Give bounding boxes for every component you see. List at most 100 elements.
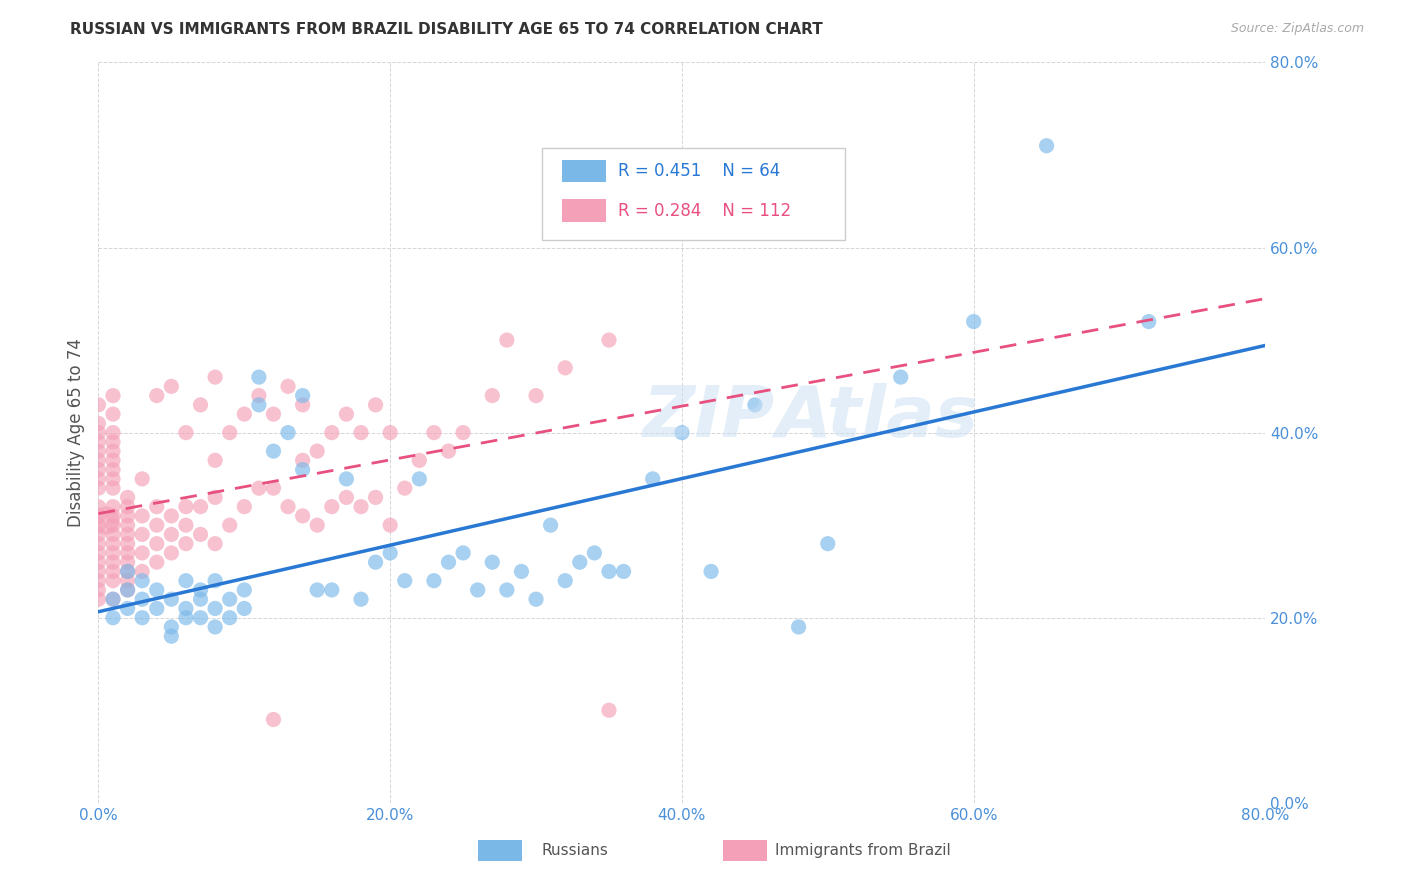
Point xyxy=(87,582,110,597)
Point xyxy=(247,481,270,495)
Point xyxy=(131,546,153,560)
Point xyxy=(160,379,183,393)
Point xyxy=(146,582,169,597)
Text: Atlas: Atlas xyxy=(775,384,979,452)
Point xyxy=(87,574,110,588)
Point xyxy=(131,610,153,624)
Point xyxy=(335,407,357,421)
Point xyxy=(277,379,299,393)
Point xyxy=(160,546,183,560)
Point xyxy=(307,582,329,597)
Point xyxy=(262,713,284,727)
Point xyxy=(131,472,153,486)
Point xyxy=(321,425,343,440)
Point xyxy=(101,434,124,449)
Point xyxy=(146,518,169,533)
Point xyxy=(350,500,373,514)
Point xyxy=(190,592,212,607)
Point xyxy=(87,462,110,476)
Point xyxy=(87,472,110,486)
Point xyxy=(700,565,723,579)
Point xyxy=(467,582,489,597)
Point xyxy=(451,425,474,440)
Point xyxy=(117,565,139,579)
Point xyxy=(540,518,562,533)
Point xyxy=(247,370,270,384)
Point xyxy=(131,527,153,541)
Point xyxy=(890,370,912,384)
Point xyxy=(321,582,343,597)
Point xyxy=(101,407,124,421)
Point xyxy=(101,610,124,624)
Point xyxy=(117,582,139,597)
Point xyxy=(174,500,197,514)
Point xyxy=(233,407,256,421)
Point xyxy=(641,472,664,486)
Point xyxy=(174,601,197,615)
Point xyxy=(101,444,124,458)
Point xyxy=(817,536,839,550)
Point xyxy=(160,527,183,541)
Text: R = 0.451    N = 64: R = 0.451 N = 64 xyxy=(617,162,780,180)
Point xyxy=(87,481,110,495)
Point xyxy=(321,500,343,514)
Point xyxy=(218,425,240,440)
Point xyxy=(101,592,124,607)
Point xyxy=(174,610,197,624)
Point xyxy=(335,491,357,505)
Point xyxy=(101,472,124,486)
Point xyxy=(291,508,314,523)
Point xyxy=(233,601,256,615)
Point xyxy=(117,518,139,533)
Point xyxy=(671,425,693,440)
Point xyxy=(364,398,387,412)
Point xyxy=(174,518,197,533)
Point xyxy=(101,508,124,523)
Point xyxy=(277,500,299,514)
Point xyxy=(101,500,124,514)
Point xyxy=(204,601,226,615)
Point xyxy=(87,434,110,449)
Point xyxy=(218,610,240,624)
Point xyxy=(233,500,256,514)
Point xyxy=(146,500,169,514)
Point xyxy=(87,565,110,579)
Point xyxy=(598,703,620,717)
Point xyxy=(583,546,606,560)
Point xyxy=(87,398,110,412)
Point xyxy=(146,388,169,402)
Point xyxy=(380,546,402,560)
Point xyxy=(146,555,169,569)
Point xyxy=(423,425,446,440)
Point xyxy=(131,565,153,579)
Point xyxy=(101,425,124,440)
Point xyxy=(481,555,503,569)
Point xyxy=(262,444,284,458)
Point xyxy=(117,555,139,569)
Point xyxy=(101,536,124,550)
Point xyxy=(291,388,314,402)
Point xyxy=(262,481,284,495)
Point xyxy=(117,565,139,579)
Point xyxy=(481,388,503,402)
Point xyxy=(190,500,212,514)
Point xyxy=(117,574,139,588)
Point xyxy=(117,508,139,523)
Point xyxy=(87,425,110,440)
Point xyxy=(101,565,124,579)
Bar xyxy=(723,840,768,861)
Point xyxy=(190,398,212,412)
Point xyxy=(87,592,110,607)
Point xyxy=(101,388,124,402)
Point xyxy=(307,444,329,458)
Point xyxy=(204,574,226,588)
Point xyxy=(94,514,117,528)
Text: R = 0.284    N = 112: R = 0.284 N = 112 xyxy=(617,202,790,219)
Point xyxy=(364,491,387,505)
Point xyxy=(190,610,212,624)
Point xyxy=(408,472,430,486)
Point xyxy=(131,574,153,588)
Point xyxy=(394,481,416,495)
Point xyxy=(962,314,984,328)
Point xyxy=(131,592,153,607)
